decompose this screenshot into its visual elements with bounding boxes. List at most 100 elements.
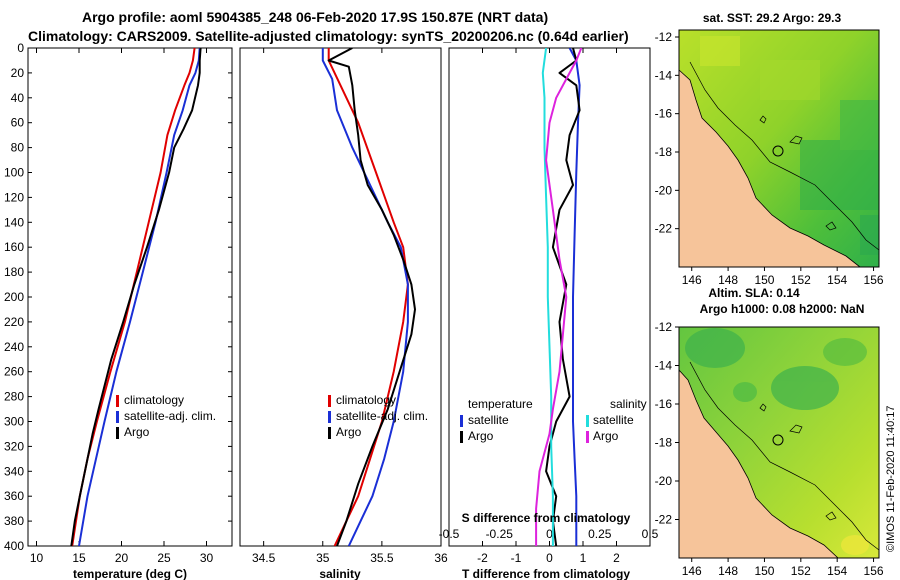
sla-map: Altim. SLA: 0.14 Argo h1000: 0.08 h2000:…: [655, 286, 884, 578]
depth-tick-label: 300: [4, 415, 24, 429]
depth-tick-label: 380: [4, 514, 24, 528]
temperature-legend: climatology satellite-adj. clim. Argo: [116, 393, 216, 439]
legend-label: climatology: [336, 393, 396, 407]
lat-tick-label: -20: [655, 474, 673, 488]
lon-tick-label: 156: [864, 564, 884, 578]
x-tick-label: 35: [316, 551, 330, 565]
s-difference-label: S difference from climatology: [462, 511, 631, 525]
imos-watermark: ©IMOS 11-Feb-2020 11:40:17: [885, 405, 897, 552]
legend-right-title: salinity: [610, 397, 647, 411]
lat-tick-label: -22: [655, 222, 673, 236]
difference-series: [535, 48, 583, 546]
x-tick-label: 25: [157, 551, 171, 565]
difference-legend: temperature salinity satellite Argo satellit…: [460, 397, 647, 443]
depth-tick-label: 20: [11, 66, 25, 80]
sst-map-frame: [678, 29, 880, 268]
depth-tick-label: 0: [17, 41, 24, 55]
lon-tick-label: 152: [791, 273, 811, 287]
legend-swatch: [460, 415, 463, 427]
salinity-series: [321, 48, 416, 546]
lat-tick-label: -12: [655, 30, 673, 44]
temperature-x-label: temperature (deg C): [73, 567, 187, 580]
lon-tick-label: 156: [864, 273, 884, 287]
legend-swatch: [328, 411, 331, 423]
legend-label: satellite: [593, 413, 634, 427]
sst-lat-axis: -12 -14 -16 -18 -20 -22: [655, 30, 679, 236]
s-diff-tick-label: -0.25: [486, 527, 514, 541]
series-line-argo: [70, 48, 202, 546]
lat-tick-label: -16: [655, 107, 673, 121]
sst-land: [678, 69, 862, 268]
sst-map: sat. SST: 29.2 Argo: 29.3 -12 -14 -16 -18 -2…: [655, 11, 884, 287]
series-line-argo: [327, 48, 416, 546]
series-line-t-argo: [545, 48, 581, 546]
legend-left-title: temperature: [468, 397, 533, 411]
lat-tick-label: -16: [655, 397, 673, 411]
sla-lat-axis: -12 -14 -16 -18 -20 -22: [655, 320, 679, 527]
x-tick-label: 30: [200, 551, 214, 565]
sla-reef-contour: [689, 361, 880, 551]
x-tick-label: 0: [546, 551, 553, 565]
sla-texture: [685, 328, 869, 555]
depth-tick-label: 400: [4, 539, 24, 553]
t-difference-x-label: T difference from climatology: [462, 567, 630, 580]
sla-land: [678, 368, 840, 559]
depth-tick-label: 140: [4, 215, 24, 229]
x-tick-label: 2: [613, 551, 620, 565]
sst-reef-islands: [759, 115, 837, 231]
difference-panel: -2 -1 0 1 2 -0.5 -0.25 0 0.25 0.5 temperature sali…: [439, 47, 659, 580]
legend-swatch: [116, 427, 119, 439]
temperature-series: [70, 48, 202, 546]
sla-map-title-2: Argo h1000: 0.08 h2000: NaN: [700, 302, 865, 316]
sst-map-title: sat. SST: 29.2 Argo: 29.3: [703, 11, 842, 25]
s-diff-tick-label: 0.25: [588, 527, 612, 541]
depth-tick-label: 180: [4, 265, 24, 279]
x-tick-label: 10: [30, 551, 44, 565]
lat-tick-label: -14: [655, 359, 673, 373]
depth-tick-label: 240: [4, 340, 24, 354]
sst-reef-contour: [689, 61, 880, 251]
header-line-2: Climatology: CARS2009. Satellite-adjuste…: [28, 28, 629, 44]
salinity-plot-frame: [239, 47, 442, 547]
lon-tick-label: 146: [682, 273, 702, 287]
sla-argo-marker: [772, 434, 784, 446]
depth-tick-label: 220: [4, 315, 24, 329]
temperature-x-axis: 10 15 20 25 30: [30, 48, 214, 565]
x-tick-label: 1: [580, 551, 587, 565]
lon-tick-label: 150: [754, 564, 774, 578]
s-diff-tick-label: 0: [546, 527, 553, 541]
legend-swatch: [328, 395, 331, 407]
x-tick-label: 36: [434, 551, 448, 565]
sst-lon-axis: 146 148 150 152 154 156: [682, 267, 884, 287]
legend-label: climatology: [124, 393, 184, 407]
salinity-panel: 34.5 35 35.5 36 climatology satellite-adj. c…: [239, 47, 448, 580]
lat-tick-label: -20: [655, 183, 673, 197]
legend-label: satellite: [468, 413, 509, 427]
depth-tick-label: 200: [4, 290, 24, 304]
lon-tick-label: 148: [718, 564, 738, 578]
lon-tick-label: 152: [791, 564, 811, 578]
depth-tick-label: 120: [4, 190, 24, 204]
temperature-panel: 0204060801001201401601802002202402602803…: [4, 41, 650, 580]
depth-tick-label: 160: [4, 240, 24, 254]
lon-tick-label: 154: [827, 273, 847, 287]
lat-tick-label: -14: [655, 68, 673, 82]
legend-swatch: [328, 427, 331, 439]
depth-tick-label: 340: [4, 464, 24, 478]
depth-tick-label: 320: [4, 439, 24, 453]
lon-tick-label: 148: [718, 273, 738, 287]
sst-argo-marker: [772, 145, 784, 157]
series-line-s-satellite: [541, 48, 554, 546]
lat-tick-label: -18: [655, 436, 673, 450]
x-tick-label: 20: [115, 551, 129, 565]
legend-swatch: [460, 431, 463, 443]
lat-tick-label: -18: [655, 145, 673, 159]
lat-tick-label: -22: [655, 513, 673, 527]
depth-tick-label: 80: [11, 141, 25, 155]
x-tick-label: -2: [477, 551, 488, 565]
sla-lon-axis: 146 148 150 152 154 156: [682, 558, 884, 578]
x-tick-label: 35.5: [370, 551, 394, 565]
x-tick-label: 34.5: [252, 551, 276, 565]
legend-swatch: [586, 415, 589, 427]
